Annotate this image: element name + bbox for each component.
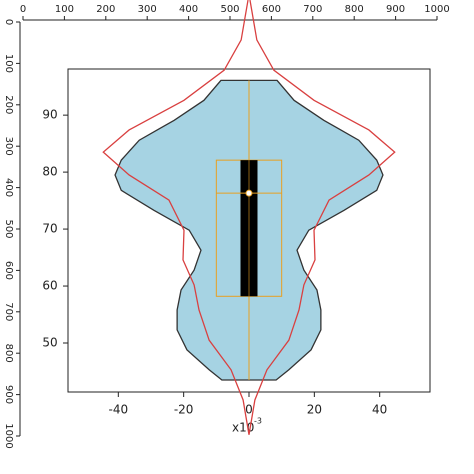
x-tick-label: -40 xyxy=(109,403,129,417)
ruler-label: 800 xyxy=(3,344,14,363)
ruler-label: 600 xyxy=(262,4,281,15)
ruler-label: 200 xyxy=(3,95,14,114)
ruler-label: 700 xyxy=(303,4,322,15)
ruler-label: 900 xyxy=(3,385,14,404)
ruler-label: 800 xyxy=(345,4,364,15)
ruler-label: 1000 xyxy=(424,4,449,15)
ruler-label: 900 xyxy=(386,4,405,15)
x-tick-label: -20 xyxy=(174,403,194,417)
x-tick-label: 40 xyxy=(372,403,387,417)
ruler-label: 400 xyxy=(3,178,14,197)
ruler-label: 300 xyxy=(138,4,157,15)
y-tick-label: 80 xyxy=(42,165,57,179)
ruler-label: 0 xyxy=(20,4,26,15)
ruler-label: 400 xyxy=(179,4,198,15)
ruler-label: 100 xyxy=(55,4,74,15)
median-dot xyxy=(245,189,253,197)
ruler-label: 0 xyxy=(3,19,14,25)
x-tick-label: 0 xyxy=(245,403,253,417)
ruler-label: 100 xyxy=(3,54,14,73)
y-tick-label: 90 xyxy=(42,108,57,122)
y-tick-label: 70 xyxy=(42,222,57,236)
ruler-label: 200 xyxy=(96,4,115,15)
ruler-label: 300 xyxy=(3,137,14,156)
axes: -40 -20 0 20 40 50 60 70 80 90 xyxy=(42,108,387,417)
ruler-label: 500 xyxy=(220,4,239,15)
y-tick-label: 50 xyxy=(42,336,57,350)
x-tick-label: 20 xyxy=(307,403,322,417)
ruler-label: 700 xyxy=(3,302,14,321)
x-scale-exponent: -3 xyxy=(254,417,262,426)
ruler-label: 600 xyxy=(3,261,14,280)
y-tick-label: 60 xyxy=(42,279,57,293)
ruler-label: 1000 xyxy=(3,423,14,448)
density-curve xyxy=(102,0,396,435)
ruler-label: 500 xyxy=(3,219,14,238)
